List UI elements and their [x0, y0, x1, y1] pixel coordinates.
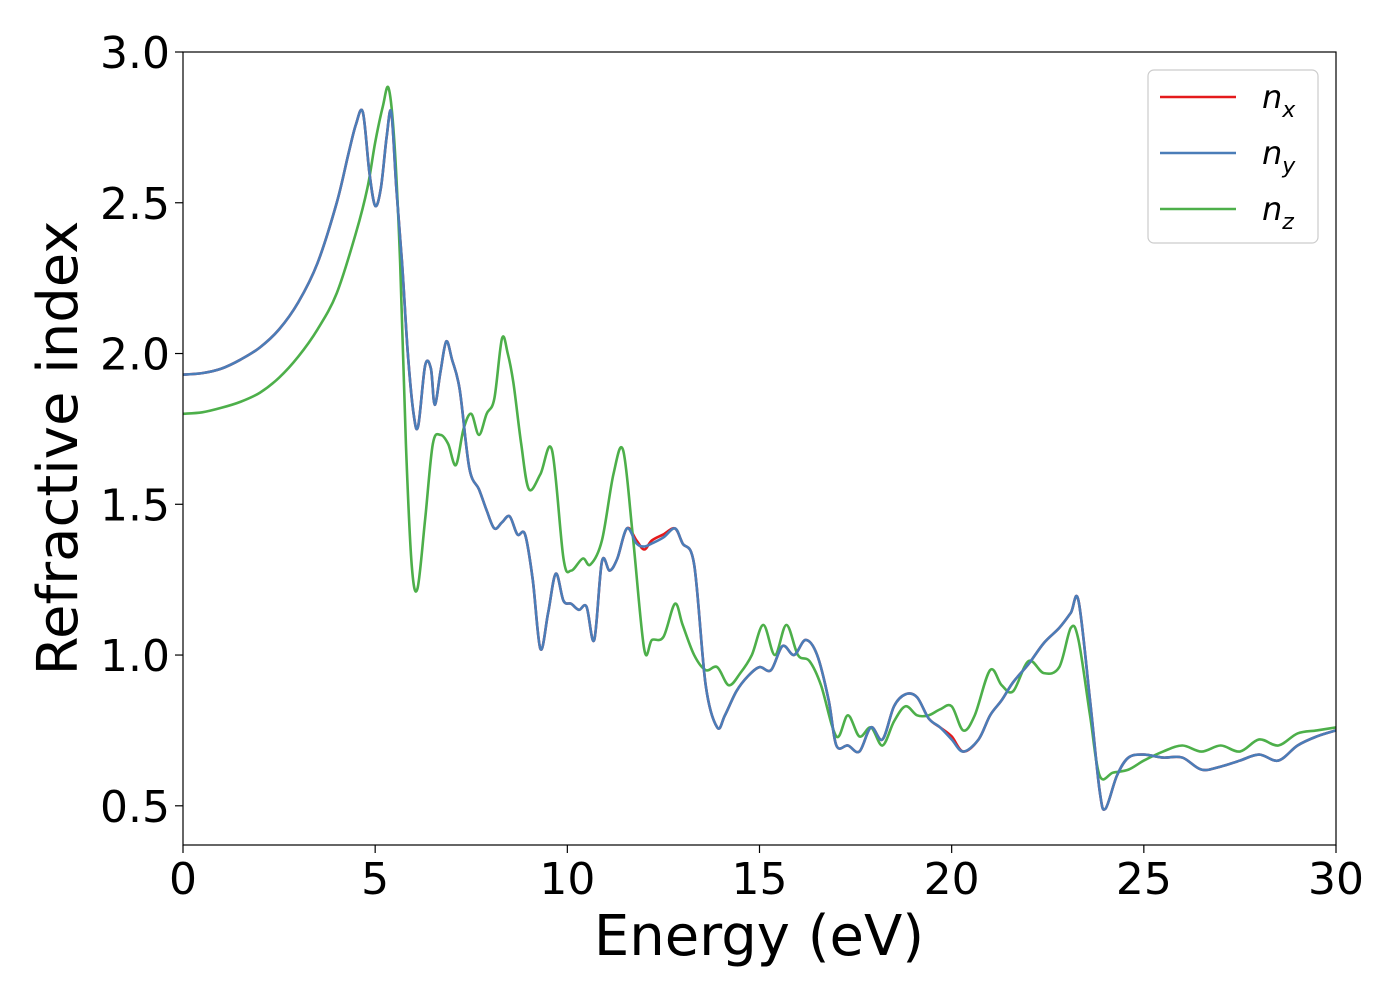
legend-symbol: n — [1262, 78, 1282, 116]
legend-symbol: n — [1262, 134, 1282, 172]
y-tick-label: 0.5 — [100, 782, 170, 833]
legend-label-nz: nz — [1262, 190, 1294, 235]
x-tick-label: 20 — [924, 854, 980, 905]
x-tick-label: 30 — [1308, 854, 1364, 905]
legend-subscript: z — [1281, 210, 1294, 235]
legend-subscript: x — [1281, 98, 1296, 123]
y-axis-title: Refractive index — [26, 221, 91, 676]
y-tick-label: 2.0 — [100, 330, 170, 381]
series-line-nz — [183, 85, 1336, 781]
legend-frame — [1147, 69, 1319, 244]
legend-subscript: y — [1281, 154, 1296, 179]
y-tick-label: 1.0 — [100, 631, 170, 682]
y-tick-label: 2.5 — [100, 179, 170, 230]
x-tick-label: 5 — [361, 854, 389, 905]
x-axis-title: Energy (eV) — [594, 904, 924, 969]
legend-symbol: n — [1262, 190, 1282, 228]
series-line-ny — [183, 108, 1336, 811]
series-layer — [183, 85, 1336, 811]
x-tick-label: 15 — [732, 854, 788, 905]
y-tick-label: 1.5 — [100, 480, 170, 531]
x-tick-label: 25 — [1116, 854, 1172, 905]
x-axis: 0 5 10 15 20 25 30 — [169, 845, 1364, 905]
y-axis: 0.5 1.0 1.5 2.0 2.5 3.0 — [100, 28, 183, 833]
y-tick-label: 3.0 — [100, 28, 170, 79]
legend-label-ny: ny — [1262, 134, 1296, 179]
legend-label-nx: nx — [1262, 78, 1296, 123]
x-tick-label: 0 — [169, 854, 197, 905]
x-tick-label: 10 — [539, 854, 595, 905]
